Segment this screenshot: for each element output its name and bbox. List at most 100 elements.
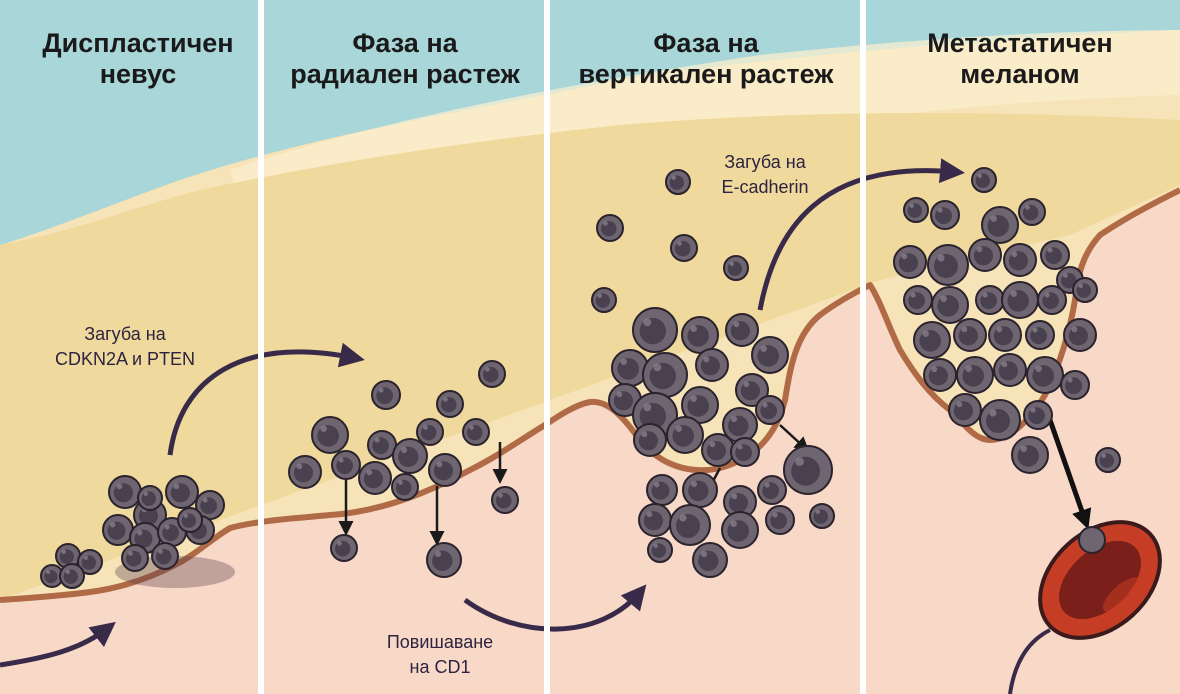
tumor-cell	[436, 390, 464, 418]
panel-divider	[544, 0, 550, 694]
tumor-cell	[1026, 356, 1064, 394]
tumor-cell	[913, 321, 951, 359]
tumor-cell	[730, 437, 760, 467]
tumor-cell	[979, 399, 1021, 441]
tumor-cell	[1060, 370, 1090, 400]
tumor-cell	[1072, 277, 1098, 303]
tumor-cell	[591, 287, 617, 313]
tumor-cell	[923, 358, 957, 392]
tumor-cell	[751, 336, 789, 374]
tumor-cell	[948, 393, 982, 427]
tumor-cell	[108, 475, 142, 509]
tumor-cell	[330, 534, 358, 562]
arrow-loss-ecadherin	[757, 158, 965, 311]
tumor-cell	[491, 486, 519, 514]
tumor-cell	[681, 386, 719, 424]
tumor-cell	[371, 380, 401, 410]
arrow-entry	[0, 621, 116, 668]
tumor-cell	[721, 511, 759, 549]
tumor-cell	[665, 169, 691, 195]
tumor-cell	[77, 549, 103, 575]
tumor-cell	[647, 537, 673, 563]
panel-title-dysplastic-nevus: Диспластичен невус	[42, 28, 234, 89]
tumor-cell	[358, 461, 392, 495]
tumor-cell	[931, 286, 969, 324]
invasion-arrow	[779, 424, 810, 453]
tumor-cell	[428, 453, 462, 487]
tumor-cell	[666, 416, 704, 454]
panel-title-metastatic-melanoma: Метастатичен меланом	[927, 28, 1113, 89]
tumor-cell	[1037, 285, 1067, 315]
tumor-cell	[956, 356, 994, 394]
tumor-cell	[1018, 198, 1046, 226]
panel-divider	[860, 0, 866, 694]
tumor-cell	[903, 285, 933, 315]
tumor-cell	[988, 318, 1022, 352]
tumor-cell	[968, 238, 1002, 272]
water	[0, 0, 1180, 245]
tumor-cell	[670, 234, 698, 262]
tumor-cell	[1025, 320, 1055, 350]
tumor-cell	[1011, 436, 1049, 474]
tumor-cell	[611, 349, 649, 387]
tumor-cells	[40, 167, 1121, 589]
tumor-cell	[903, 197, 929, 223]
tumor-cell	[755, 395, 785, 425]
tumor-cell	[930, 200, 960, 230]
tumor-cell	[59, 563, 85, 589]
tumor-cell	[971, 167, 997, 193]
tumor-cell	[151, 542, 179, 570]
tumor-cell	[722, 407, 758, 443]
tumor-cell	[646, 474, 678, 506]
tumor-cell	[893, 245, 927, 279]
tumor-cell	[993, 353, 1027, 387]
tumor-cell	[392, 438, 428, 474]
invasion-arrow-intravasation	[1047, 419, 1092, 530]
tumor-cell	[121, 544, 149, 572]
tumor-cell	[596, 214, 624, 242]
tumor-cell	[633, 423, 667, 457]
tumor-cell	[367, 430, 397, 460]
panel-title-radial-growth: Фаза на радиален растеж	[290, 28, 520, 89]
tumor-cell	[311, 416, 349, 454]
label-increase-cd1: Повишаване на CD1	[386, 632, 494, 677]
panel-title-vertical-growth: Фаза на вертикален растеж	[578, 28, 834, 89]
tumor-cell	[165, 475, 199, 509]
tumor-cell	[1063, 318, 1097, 352]
tumor-cell	[953, 318, 987, 352]
tumor-cell	[102, 514, 134, 546]
tumor-cell	[695, 348, 729, 382]
tumor-cell	[783, 445, 833, 495]
tumor-cell	[692, 542, 728, 578]
arrow-cd1	[463, 584, 647, 632]
tumor-cell	[701, 433, 735, 467]
tumor-cell	[391, 473, 419, 501]
tumor-cell	[331, 450, 361, 480]
tumor-cell	[478, 360, 506, 388]
tumor-cell	[462, 418, 490, 446]
tumor-cell	[765, 505, 795, 535]
tumor-cell	[981, 206, 1019, 244]
tumor-cell	[975, 285, 1005, 315]
blood-vessel	[1008, 520, 1162, 694]
tumor-cell	[682, 472, 718, 508]
label-loss-ecadherin: Загуба на E-cadherin	[721, 152, 809, 197]
tumor-cell	[1023, 400, 1053, 430]
tumor-cell	[1040, 240, 1070, 270]
tumor-cell	[40, 564, 64, 588]
circulating-tumor-cell	[1078, 526, 1106, 554]
tumor-cell	[642, 352, 688, 398]
tumor-cell	[725, 313, 759, 347]
tumor-cell	[426, 542, 462, 578]
tumor-cell	[55, 543, 81, 569]
tumor-cell	[757, 475, 787, 505]
tumor-cell	[681, 316, 719, 354]
tumor-cell	[137, 485, 163, 511]
tumor-cell	[416, 418, 444, 446]
tumor-cell	[809, 503, 835, 529]
tumor-cell	[177, 507, 203, 533]
tumor-cell	[1003, 243, 1037, 277]
tumor-cell	[723, 255, 749, 281]
